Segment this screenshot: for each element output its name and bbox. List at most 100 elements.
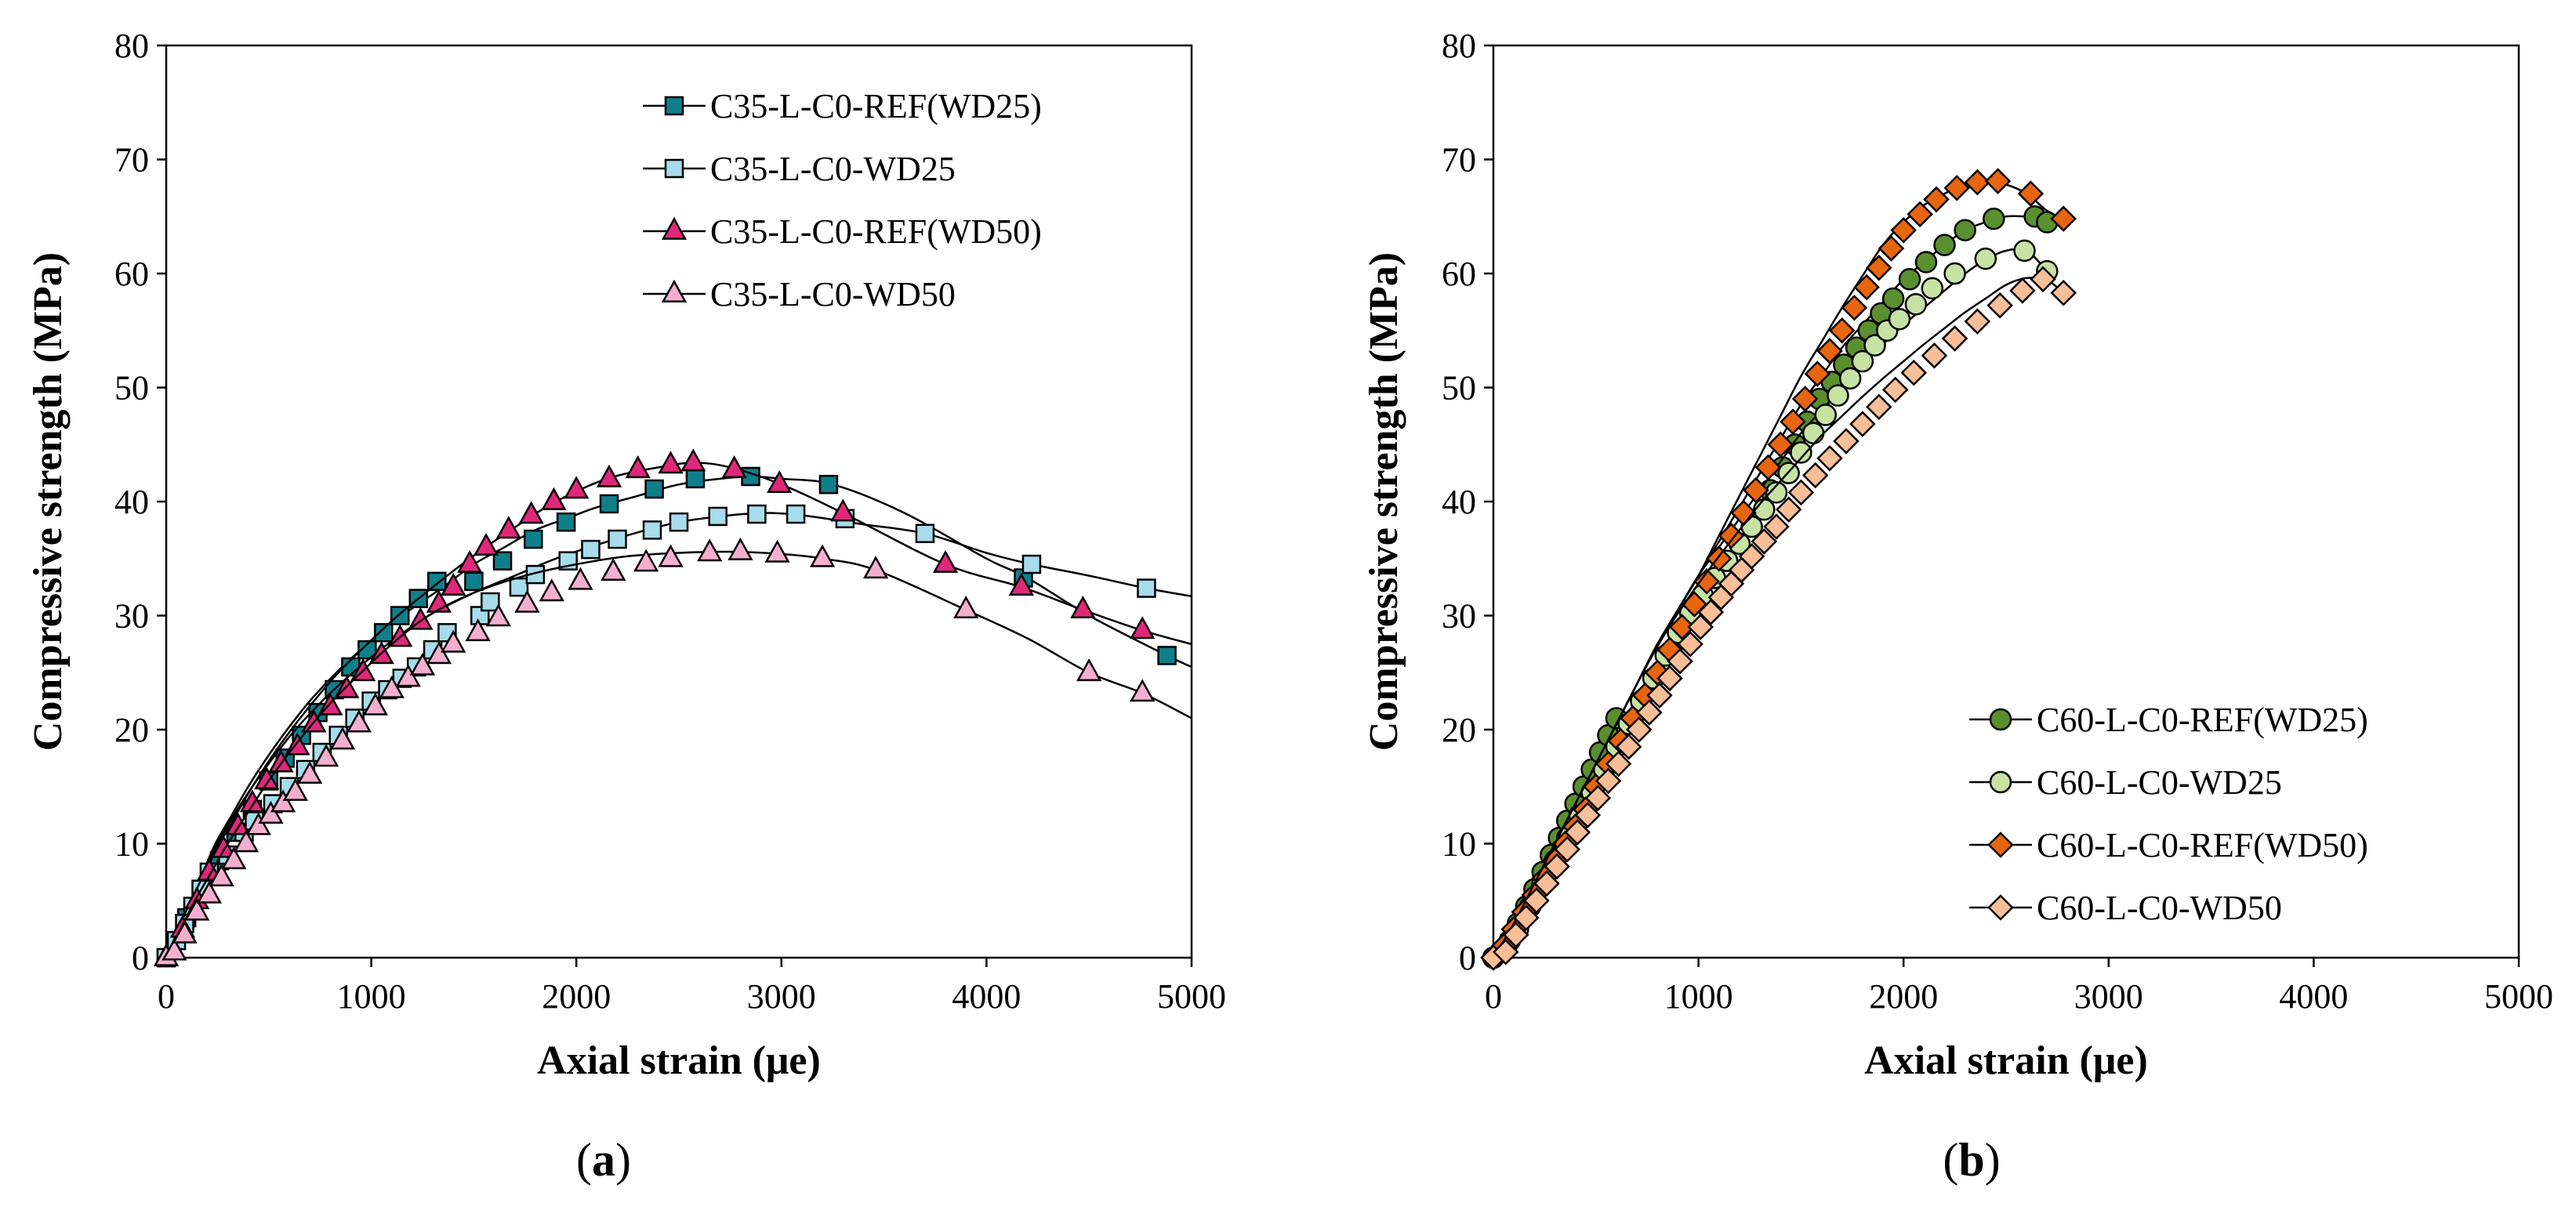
data-point-marker (270, 789, 296, 813)
data-point-marker (268, 749, 294, 773)
y-tick-label: 80 (1442, 27, 1476, 65)
data-point-marker (767, 469, 793, 494)
legend-marker (1987, 894, 2014, 921)
data-point-marker (1943, 175, 1970, 201)
data-point-marker (485, 603, 511, 627)
data-point-marker (1753, 498, 1776, 521)
legend-item: C60-L-C0-REF(WD25) (1969, 701, 2368, 739)
data-point-marker (669, 512, 689, 532)
data-point-marker (184, 897, 210, 921)
data-point-marker (1646, 682, 1673, 709)
data-point-marker (1801, 422, 1825, 444)
data-point-marker (1954, 219, 1976, 241)
panel-label: (a) (576, 1134, 631, 1186)
data-point-marker (1943, 262, 1966, 285)
legend-marker (664, 96, 684, 116)
data-point-marker (172, 920, 198, 944)
data-point-marker (1615, 734, 1642, 760)
data-point-marker (2030, 266, 2056, 293)
x-tick-label: 4000 (952, 977, 1021, 1016)
data-point-marker (1070, 596, 1096, 619)
data-point-marker (556, 512, 576, 532)
y-tick-label: 60 (114, 255, 149, 293)
data-point-marker (1513, 904, 1540, 931)
data-point-marker (2017, 180, 2044, 207)
data-point-marker (1625, 716, 1653, 743)
data-point-marker (596, 464, 622, 487)
data-point-marker (633, 549, 659, 572)
data-point-marker (524, 529, 543, 549)
data-point-marker (1838, 367, 1862, 390)
legend-marker (1989, 770, 2012, 794)
data-point-marker (427, 571, 447, 592)
data-point-marker (374, 623, 394, 643)
data-point-marker (644, 479, 664, 499)
data-point-marker (1767, 431, 1794, 458)
data-point-marker (196, 880, 223, 904)
data-point-marker (254, 766, 280, 790)
data-point-marker (196, 857, 223, 881)
data-point-marker (481, 592, 500, 612)
data-point-marker (1983, 207, 2005, 230)
data-point-marker (1921, 342, 1948, 369)
data-point-marker (608, 529, 627, 549)
x-tick-label: 5000 (2484, 977, 2553, 1016)
data-point-marker (1137, 578, 1156, 598)
data-point-marker (346, 709, 372, 733)
data-point-marker (1763, 513, 1790, 540)
plot-area-frame (165, 44, 1193, 959)
data-point-marker (313, 744, 339, 767)
data-point-marker (1492, 938, 1519, 966)
data-point-marker (685, 469, 706, 489)
data-point-marker (1881, 376, 1909, 404)
data-point-marker (1595, 767, 1622, 795)
legend-label: C60-L-C0-WD25 (2037, 763, 2282, 802)
data-point-marker (1130, 616, 1156, 639)
series-line (165, 475, 1192, 958)
data-point-marker (2050, 279, 2077, 306)
data-point-marker (1544, 853, 1570, 880)
y-tick-label: 50 (1442, 369, 1476, 408)
panel-label-letter: b (1958, 1134, 1984, 1186)
legend-marker (661, 216, 688, 240)
data-point-marker (1863, 334, 1886, 357)
data-point-marker (1878, 235, 1905, 262)
data-point-marker (464, 571, 484, 592)
data-point-marker (1984, 168, 2012, 194)
series-C35-L-C0-WD25 (156, 504, 1192, 968)
data-point-marker (1656, 665, 1683, 692)
data-point-marker (465, 618, 491, 642)
data-point-marker (1964, 168, 1991, 196)
data-point-marker (680, 448, 706, 472)
data-point-marker (2009, 277, 2036, 304)
data-point-marker (1814, 404, 1838, 426)
y-tick-label: 20 (114, 711, 149, 749)
data-point-marker (211, 835, 237, 858)
legend-item: C60-L-C0-WD50 (1969, 889, 2282, 927)
data-point-marker (441, 572, 466, 596)
data-point-marker (539, 578, 564, 602)
x-tick-label: 3000 (747, 977, 816, 1016)
data-point-marker (541, 487, 567, 510)
data-point-marker (457, 549, 483, 573)
data-point-marker (518, 501, 544, 524)
data-point-marker (1849, 411, 1876, 437)
data-point-marker (426, 641, 452, 665)
data-point-marker (1907, 201, 1933, 228)
legend-marker (1989, 708, 2012, 731)
data-point-marker (1780, 408, 1806, 435)
y-tick-label: 0 (132, 939, 149, 977)
data-point-marker (296, 761, 323, 784)
y-axis-label: Compressive strength (MPa) (26, 252, 71, 751)
data-point-marker (721, 455, 747, 479)
data-point-marker (1667, 647, 1693, 675)
data-point-marker (509, 577, 529, 597)
data-point-marker (863, 556, 889, 579)
x-tick-label: 5000 (1157, 977, 1226, 1016)
x-tick-label: 0 (158, 977, 175, 1016)
legend-marker (664, 158, 684, 179)
data-point-marker (2013, 239, 2036, 263)
data-point-marker (1564, 819, 1591, 846)
data-point-marker (329, 726, 356, 750)
legend-label: C35-L-C0-REF(WD50) (710, 212, 1042, 251)
